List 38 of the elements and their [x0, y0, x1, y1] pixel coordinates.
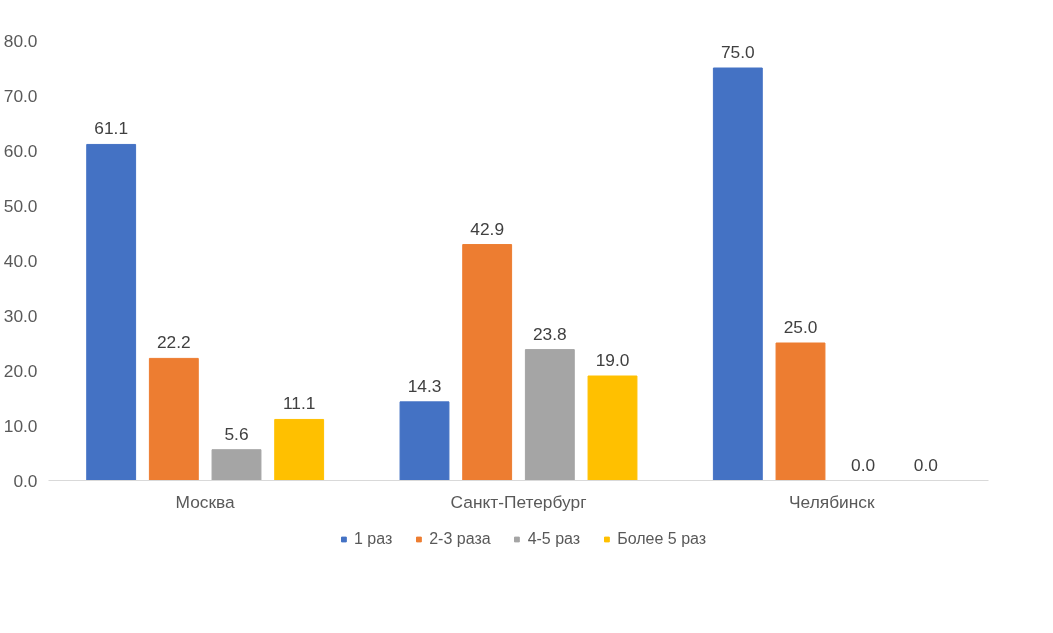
bar	[148, 357, 199, 481]
y-tick-label: 30.0	[3, 305, 38, 326]
y-tick-label: 70.0	[3, 85, 38, 106]
legend-label: 4-5 раз	[527, 530, 581, 548]
bar	[86, 143, 137, 481]
legend-label: 1 раз	[353, 530, 393, 548]
y-tick-label: 10.0	[3, 415, 38, 436]
legend-label: Более 5 раз	[617, 530, 707, 548]
bar	[524, 349, 575, 481]
y-tick-label: 80.0	[3, 30, 38, 51]
data-label: 14.3	[407, 375, 442, 396]
bar	[587, 375, 638, 481]
y-tick-label: 20.0	[3, 360, 38, 381]
legend-label: 2-3 раза	[429, 530, 491, 548]
data-label: 5.6	[224, 423, 249, 444]
x-tick-label: Челябинск	[789, 491, 876, 512]
data-label: 11.1	[282, 393, 316, 414]
data-label: 19.0	[595, 350, 630, 370]
data-label: 23.8	[532, 323, 567, 344]
bar	[462, 244, 513, 481]
y-tick-label: 60.0	[3, 140, 38, 161]
y-tick-label: 0.0	[13, 470, 38, 491]
data-label: 0.0	[913, 454, 938, 475]
x-tick-label: Москва	[175, 491, 236, 512]
data-label: 25.0	[783, 317, 818, 337]
data-label: 42.9	[470, 218, 505, 239]
bar	[712, 67, 763, 481]
y-tick-label: 50.0	[3, 195, 38, 216]
bar	[211, 449, 262, 481]
y-tick-label: 40.0	[3, 250, 38, 271]
data-label: 75.0	[720, 42, 755, 62]
data-label: 0.0	[851, 454, 876, 475]
data-label: 22.2	[156, 332, 191, 353]
data-label: 61.1	[94, 118, 129, 139]
bar	[775, 342, 826, 481]
bar	[399, 401, 450, 481]
x-tick-label: Санкт-Петербург	[450, 491, 587, 512]
bar	[274, 418, 325, 481]
